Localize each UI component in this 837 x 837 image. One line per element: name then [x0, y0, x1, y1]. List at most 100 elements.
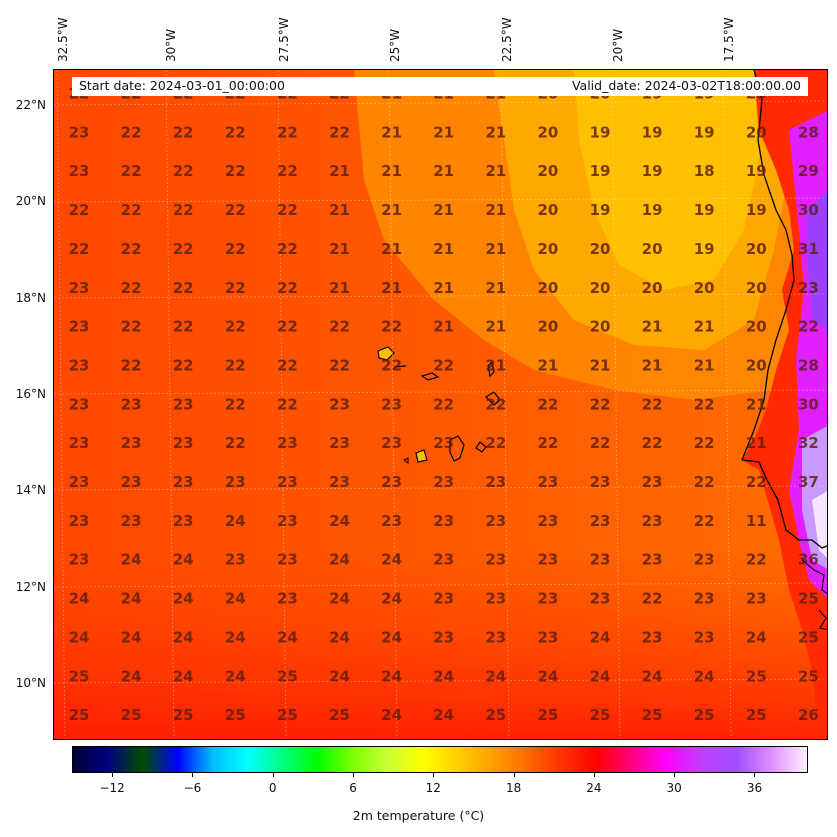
grid-value: 23 [381, 512, 402, 530]
lon-label: 17.5°W [722, 17, 736, 62]
parallel-line [54, 389, 827, 395]
grid-value: 22 [173, 318, 194, 336]
grid-value: 22 [277, 279, 298, 297]
grid-value: 24 [537, 667, 558, 685]
grid-value: 24 [642, 667, 663, 685]
grid-value: 20 [537, 162, 558, 180]
grid-value: 24 [121, 551, 142, 569]
grid-value: 22 [694, 512, 715, 530]
grid-value: 25 [590, 706, 611, 724]
grid-value: 31 [798, 240, 819, 258]
grid-value: 23 [433, 512, 454, 530]
grid-value: 21 [433, 279, 454, 297]
grid-value: 23 [485, 473, 506, 491]
grid-value: 22 [277, 123, 298, 141]
grid-value: 23 [433, 551, 454, 569]
grid-value: 22 [173, 201, 194, 219]
grid-value: 24 [225, 667, 246, 685]
grid-value: 20 [746, 240, 767, 258]
lon-label: 32.5°W [56, 17, 70, 62]
grid-value: 22 [329, 356, 350, 374]
grid-value: 23 [69, 162, 90, 180]
grid-value: 22 [173, 162, 194, 180]
grid-value: 21 [433, 123, 454, 141]
grid-value: 20 [642, 279, 663, 297]
grid-value: 20 [642, 240, 663, 258]
grid-value: 23 [121, 434, 142, 452]
parallel-line [54, 100, 827, 106]
colorbar-tick-mark [192, 773, 194, 777]
grid-value: 22 [537, 434, 558, 452]
grid-value: 18 [694, 162, 715, 180]
island-brava [403, 457, 409, 464]
grid-value: 22 [69, 240, 90, 258]
grid-value: 22 [277, 395, 298, 413]
grid-value: 24 [381, 551, 402, 569]
grid-value: 22 [173, 240, 194, 258]
grid-value: 29 [798, 162, 819, 180]
grid-value: 21 [485, 356, 506, 374]
grid-value: 21 [329, 162, 350, 180]
south-warm-band [54, 550, 827, 739]
grid-value: 25 [642, 706, 663, 724]
grid-value: 23 [798, 279, 819, 297]
grid-value: 23 [590, 590, 611, 608]
grid-value: 25 [225, 706, 246, 724]
grid-value: 22 [121, 123, 142, 141]
grid-value: 20 [694, 279, 715, 297]
grid-value: 37 [798, 473, 819, 491]
grid-value: 25 [277, 706, 298, 724]
grid-value: 22 [121, 201, 142, 219]
grid-value: 24 [173, 551, 194, 569]
grid-value: 19 [642, 123, 663, 141]
parallel-line [54, 197, 827, 203]
grid-value: 21 [485, 162, 506, 180]
grid-value: 19 [694, 123, 715, 141]
grid-value: 23 [329, 434, 350, 452]
lat-label: 22°N [15, 98, 46, 112]
grid-value: 23 [69, 395, 90, 413]
grid-value: 22 [798, 318, 819, 336]
grid-value: 22 [694, 395, 715, 413]
colorbar-tick-label: 30 [666, 781, 682, 795]
grid-value: 22 [329, 318, 350, 336]
grid-value: 23 [173, 395, 194, 413]
lon-label: 20°W [611, 28, 625, 62]
grid-value: 23 [69, 434, 90, 452]
grid-value: 23 [590, 551, 611, 569]
grid-value: 21 [329, 201, 350, 219]
grid-value: 24 [746, 628, 767, 646]
grid-value: 25 [329, 706, 350, 724]
grid-value: 22 [277, 356, 298, 374]
grid-value: 19 [590, 201, 611, 219]
grid-value: 23 [121, 395, 142, 413]
grid-value: 21 [746, 395, 767, 413]
colorbar-tick-label: 36 [746, 781, 763, 795]
grid-value: 23 [433, 473, 454, 491]
grid-value: 23 [694, 551, 715, 569]
grid-value: 21 [485, 201, 506, 219]
grid-value: 23 [746, 590, 767, 608]
island-fogo [415, 449, 428, 463]
grid-value: 23 [537, 590, 558, 608]
grid-value: 24 [433, 706, 454, 724]
date-banner: Start date: 2024-03-01_00:00:00 Valid_da… [72, 77, 808, 96]
grid-value: 19 [642, 162, 663, 180]
grid-value: 23 [433, 628, 454, 646]
grid-value: 26 [798, 706, 819, 724]
grid-value: 24 [381, 706, 402, 724]
grid-value: 20 [590, 318, 611, 336]
grid-value: 23 [277, 512, 298, 530]
grid-value: 24 [173, 667, 194, 685]
grid-value: 23 [329, 395, 350, 413]
grid-values-layer: 22 22 22 22 22 22 21 21 21 20 20 19 19 25 23 22 22 22 22 22… [69, 85, 819, 725]
grid-value: 25 [485, 706, 506, 724]
grid-value: 24 [329, 551, 350, 569]
grid-value: 22 [121, 356, 142, 374]
colorbar-tick-label: 12 [425, 781, 441, 795]
grid-value: 24 [433, 667, 454, 685]
grid-value: 23 [225, 551, 246, 569]
grid-value: 20 [746, 123, 767, 141]
grid-value: 22 [277, 201, 298, 219]
grid-value: 21 [433, 318, 454, 336]
